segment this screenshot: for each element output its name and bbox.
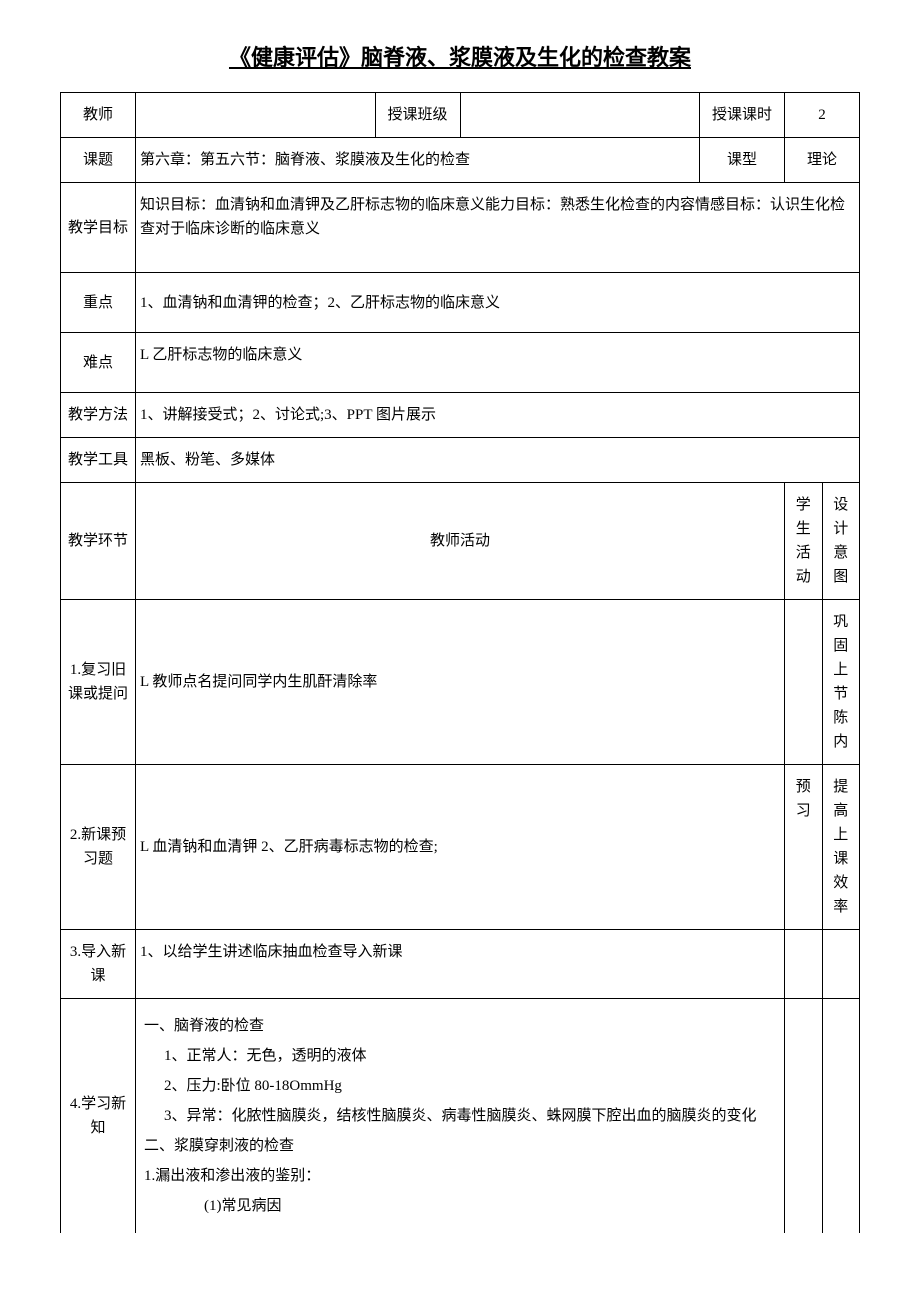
teacher-activity-2: L 血清钠和血清钾 2、乙肝病毒标志物的检查; (136, 765, 785, 930)
student-activity-2: 预习 (785, 765, 823, 930)
content-line: (1)常见病因 (144, 1191, 776, 1221)
phase-header: 教学环节 (61, 483, 136, 600)
intent-1: 巩固上节陈内 (822, 600, 860, 765)
teacher-activity-4: 一、脑脊液的检查1、正常人：无色，透明的液体2、压力:卧位 80-18OmmHg… (136, 999, 785, 1234)
phase-1: 1.复习旧课或提问 (61, 600, 136, 765)
content-line: 二、浆膜穿刺液的检查 (144, 1131, 776, 1161)
teacher-label: 教师 (61, 93, 136, 138)
keypoints-label: 重点 (61, 273, 136, 333)
teacher-value (136, 93, 376, 138)
student-activity-1 (785, 600, 823, 765)
phase-3: 3.导入新课 (61, 930, 136, 999)
difficulties-label: 难点 (61, 333, 136, 393)
tools-content: 黑板、粉笔、多媒体 (136, 438, 860, 483)
methods-label: 教学方法 (61, 393, 136, 438)
student-activity-4 (785, 999, 823, 1234)
content-line: 1.漏出液和渗出液的鉴别： (144, 1161, 776, 1191)
content-line: 一、脑脊液的检查 (144, 1011, 776, 1041)
tools-label: 教学工具 (61, 438, 136, 483)
difficulties-content: L 乙肝标志物的临床意义 (136, 333, 860, 393)
type-value: 理论 (785, 138, 860, 183)
student-activity-header: 学生活动 (785, 483, 823, 600)
content-line: 2、压力:卧位 80-18OmmHg (144, 1071, 776, 1101)
keypoints-content: 1、血清钠和血清钾的检查；2、乙肝标志物的临床意义 (136, 273, 860, 333)
hours-label: 授课课时 (700, 93, 785, 138)
content-line: 3、异常：化脓性脑膜炎，结核性脑膜炎、病毒性脑膜炎、蛛网膜下腔出血的脑膜炎的变化 (144, 1101, 776, 1131)
objectives-content: 知识目标：血清钠和血清钾及乙肝标志物的临床意义能力目标：熟悉生化检查的内容情感目… (136, 183, 860, 273)
intent-3 (822, 930, 860, 999)
teacher-activity-header: 教师活动 (136, 483, 785, 600)
intent-2: 提高上课效率 (822, 765, 860, 930)
lesson-plan-table: 教师 授课班级 授课课时 2 课题 第六章：第五六节：脑脊液、浆膜液及生化的检查… (60, 92, 860, 1233)
phase-4: 4.学习新知 (61, 999, 136, 1234)
intent-header: 设计意图 (822, 483, 860, 600)
student-activity-3 (785, 930, 823, 999)
class-value (460, 93, 700, 138)
intent-4 (822, 999, 860, 1234)
class-label: 授课班级 (375, 93, 460, 138)
page-title: 《健康评估》脑脊液、浆膜液及生化的检查教案 (60, 40, 860, 72)
phase-2: 2.新课预习题 (61, 765, 136, 930)
teacher-activity-3: 1、以给学生讲述临床抽血检查导入新课 (136, 930, 785, 999)
methods-content: 1、讲解接受式；2、讨论式;3、PPT 图片展示 (136, 393, 860, 438)
topic-value: 第六章：第五六节：脑脊液、浆膜液及生化的检查 (136, 138, 700, 183)
hours-value: 2 (785, 93, 860, 138)
topic-label: 课题 (61, 138, 136, 183)
content-line: 1、正常人：无色，透明的液体 (144, 1041, 776, 1071)
objectives-label: 教学目标 (61, 183, 136, 273)
type-label: 课型 (700, 138, 785, 183)
teacher-activity-1: L 教师点名提问同学内生肌酐清除率 (136, 600, 785, 765)
